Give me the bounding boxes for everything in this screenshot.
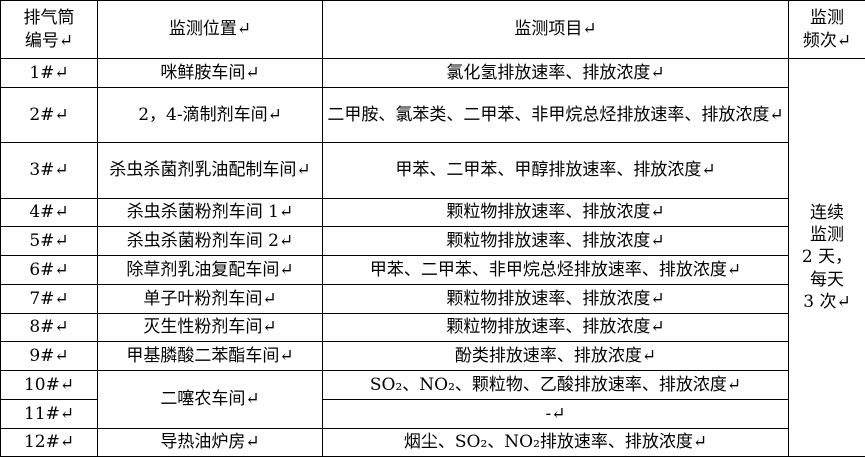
data-row: 9#↵甲基膦酸二苯酯车间↵酚类排放速率、排放浓度↵ bbox=[1, 342, 865, 371]
data-row: 12#↵导热油炉房↵烟尘、SO₂、NO₂排放速率、排放浓度↵ bbox=[1, 429, 865, 457]
header-cell-line: 编号↵ bbox=[5, 30, 93, 52]
data-row: 4#↵杀虫杀菌粉剂车间 1↵颗粒物排放速率、排放浓度↵ bbox=[1, 199, 865, 227]
frequency-line: 每天 bbox=[793, 269, 861, 291]
outlet-number: 7#↵ bbox=[1, 285, 98, 314]
location: 2，4-滴制剂车间↵ bbox=[98, 88, 323, 143]
location: 杀虫杀菌剂乳油配制车间↵ bbox=[98, 143, 323, 199]
monitoring-items: 颗粒物排放速率、排放浓度↵ bbox=[323, 285, 789, 314]
outlet-number: 9#↵ bbox=[1, 342, 98, 371]
data-row: 5#↵杀虫杀菌粉剂车间 2↵颗粒物排放速率、排放浓度↵ bbox=[1, 227, 865, 256]
outlet-number: 12#↵ bbox=[1, 429, 98, 457]
location: 导热油炉房↵ bbox=[98, 429, 323, 457]
monitoring-items: 氯化氢排放速率、排放浓度↵ bbox=[323, 59, 789, 88]
frequency-line: 监测 bbox=[793, 224, 861, 246]
outlet-number: 5#↵ bbox=[1, 227, 98, 256]
header-cell-line: 频次↵ bbox=[793, 30, 861, 52]
outlet-number: 11#↵ bbox=[1, 400, 98, 429]
frequency-line: 连续 bbox=[793, 202, 861, 224]
data-row: 6#↵除草剂乳油复配车间↵甲苯、二甲苯、非甲烷总烃排放速率、排放浓度↵ bbox=[1, 256, 865, 285]
header-cell: 监测项目↵ bbox=[323, 1, 789, 59]
data-row: 8#↵灭生性粉剂车间↵颗粒物排放速率、排放浓度↵ bbox=[1, 314, 865, 342]
monitoring-items: 颗粒物排放速率、排放浓度↵ bbox=[323, 199, 789, 227]
monitoring-items: -↵ bbox=[323, 400, 789, 429]
location: 单子叶粉剂车间↵ bbox=[98, 285, 323, 314]
outlet-number: 3#↵ bbox=[1, 143, 98, 199]
header-cell: 监测频次↵ bbox=[789, 1, 865, 59]
location: 甲基膦酸二苯酯车间↵ bbox=[98, 342, 323, 371]
location: 二噻农车间↵ bbox=[98, 371, 323, 429]
monitoring-items: 烟尘、SO₂、NO₂排放速率、排放浓度↵ bbox=[323, 429, 789, 457]
outlet-number: 10#↵ bbox=[1, 371, 98, 400]
data-row: 10#↵二噻农车间↵SO₂、NO₂、颗粒物、乙酸排放速率、排放浓度↵ bbox=[1, 371, 865, 400]
location: 杀虫杀菌粉剂车间 2↵ bbox=[98, 227, 323, 256]
location: 除草剂乳油复配车间↵ bbox=[98, 256, 323, 285]
header-cell-line: 监测 bbox=[793, 7, 861, 29]
monitoring-items: 甲苯、二甲苯、甲醇排放速率、排放浓度↵ bbox=[323, 143, 789, 199]
header-cell-line: 排气筒 bbox=[5, 7, 93, 29]
data-row: 7#↵单子叶粉剂车间↵颗粒物排放速率、排放浓度↵ bbox=[1, 285, 865, 314]
outlet-number: 8#↵ bbox=[1, 314, 98, 342]
outlet-number: 2#↵ bbox=[1, 88, 98, 143]
data-row: 2#↵2，4-滴制剂车间↵二甲胺、氯苯类、二甲苯、非甲烷总烃排放速率、排放浓度↵ bbox=[1, 88, 865, 143]
monitoring-items: 颗粒物排放速率、排放浓度↵ bbox=[323, 227, 789, 256]
data-row: 3#↵杀虫杀菌剂乳油配制车间↵甲苯、二甲苯、甲醇排放速率、排放浓度↵ bbox=[1, 143, 865, 199]
monitoring-items: 甲苯、二甲苯、非甲烷总烃排放速率、排放浓度↵ bbox=[323, 256, 789, 285]
location: 灭生性粉剂车间↵ bbox=[98, 314, 323, 342]
location: 咪鲜胺车间↵ bbox=[98, 59, 323, 88]
outlet-number: 6#↵ bbox=[1, 256, 98, 285]
monitoring-items: 颗粒物排放速率、排放浓度↵ bbox=[323, 314, 789, 342]
monitoring-items: SO₂、NO₂、颗粒物、乙酸排放速率、排放浓度↵ bbox=[323, 371, 789, 400]
frequency-line: 3 次↵ bbox=[793, 291, 861, 313]
frequency-line: 2 天， bbox=[793, 246, 861, 268]
header-cell: 排气筒编号↵ bbox=[1, 1, 98, 59]
header-row: 排气筒编号↵监测位置↵监测项目↵监测频次↵ bbox=[1, 1, 865, 59]
outlet-number: 4#↵ bbox=[1, 199, 98, 227]
header-cell: 监测位置↵ bbox=[98, 1, 323, 59]
monitoring-items: 二甲胺、氯苯类、二甲苯、非甲烷总烃排放速率、排放浓度↵ bbox=[323, 88, 789, 143]
outlet-number: 1#↵ bbox=[1, 59, 98, 88]
location: 杀虫杀菌粉剂车间 1↵ bbox=[98, 199, 323, 227]
monitoring-items: 酚类排放速率、排放浓度↵ bbox=[323, 342, 789, 371]
